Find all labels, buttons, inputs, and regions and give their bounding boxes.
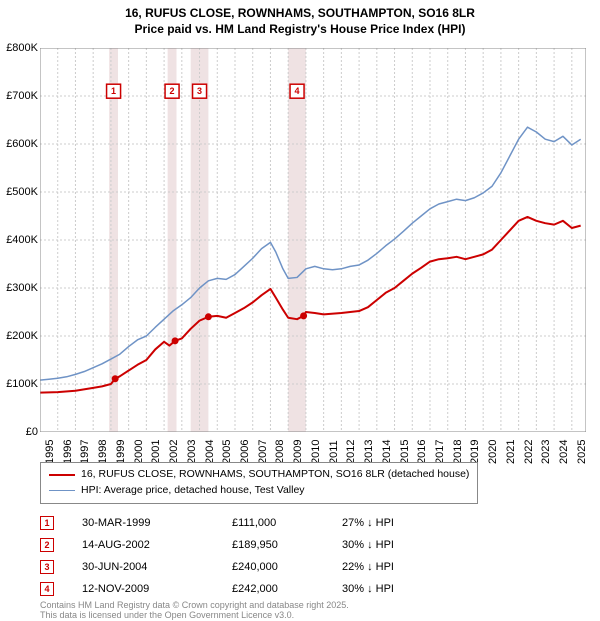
x-tick-label: 2009 — [292, 440, 304, 464]
x-tick-label: 2017 — [434, 440, 446, 464]
sale-delta: 22% ↓ HPI — [342, 561, 442, 573]
x-tick-label: 1997 — [79, 440, 91, 464]
x-tick-label: 2018 — [452, 440, 464, 464]
x-tick-label: 2010 — [310, 440, 322, 464]
x-tick-label: 2019 — [469, 440, 481, 464]
sale-date: 30-MAR-1999 — [82, 517, 232, 529]
chart-title-block: 16, RUFUS CLOSE, ROWNHAMS, SOUTHAMPTON, … — [0, 0, 600, 37]
x-tick-label: 2012 — [345, 440, 357, 464]
sale-date: 14-AUG-2002 — [82, 539, 232, 551]
x-tick-label: 2001 — [150, 440, 162, 464]
x-tick-label: 1995 — [44, 440, 56, 464]
x-tick-label: 2023 — [540, 440, 552, 464]
y-tick-label: £0 — [2, 426, 38, 438]
y-tick-label: £100K — [2, 378, 38, 390]
attribution: Contains HM Land Registry data © Crown c… — [40, 600, 349, 621]
x-tick-label: 2016 — [416, 440, 428, 464]
sale-row: 4 12-NOV-2009£242,00030% ↓ HPI — [40, 578, 442, 600]
x-tick-label: 1996 — [62, 440, 74, 464]
sale-marker: 2 — [40, 538, 54, 552]
x-tick-label: 2020 — [487, 440, 499, 464]
sales-table: 1 30-MAR-1999£111,00027% ↓ HPI 2 14-AUG-200… — [40, 512, 442, 600]
x-tick-label: 2015 — [399, 440, 411, 464]
x-tick-label: 2013 — [363, 440, 375, 464]
legend-swatch — [49, 474, 75, 476]
x-tick-label: 2011 — [328, 440, 340, 464]
x-tick-label: 2014 — [381, 440, 393, 464]
y-tick-label: £200K — [2, 330, 38, 342]
legend-label: 16, RUFUS CLOSE, ROWNHAMS, SOUTHAMPTON, … — [81, 467, 469, 483]
title-line2: Price paid vs. HM Land Registry's House … — [0, 22, 600, 38]
x-tick-label: 2004 — [204, 440, 216, 464]
sale-row: 2 14-AUG-2002£189,95030% ↓ HPI — [40, 534, 442, 556]
sale-date: 12-NOV-2009 — [82, 583, 232, 595]
sale-price: £189,950 — [232, 539, 342, 551]
svg-text:1: 1 — [111, 86, 116, 96]
x-tick-label: 2003 — [186, 440, 198, 464]
x-tick-label: 1999 — [115, 440, 127, 464]
chart-area: 1 2 3 4 — [40, 48, 586, 432]
x-tick-label: 2025 — [576, 440, 588, 464]
x-tick-label: 2006 — [239, 440, 251, 464]
y-tick-label: £800K — [2, 42, 38, 54]
x-tick-label: 2007 — [257, 440, 269, 464]
sale-delta: 30% ↓ HPI — [342, 539, 442, 551]
x-tick-label: 2002 — [168, 440, 180, 464]
attribution-line2: This data is licensed under the Open Gov… — [40, 610, 349, 620]
sale-delta: 30% ↓ HPI — [342, 583, 442, 595]
y-tick-label: £500K — [2, 186, 38, 198]
x-tick-label: 2000 — [133, 440, 145, 464]
chart-svg: 1 2 3 4 — [40, 48, 586, 432]
sale-row: 3 30-JUN-2004£240,00022% ↓ HPI — [40, 556, 442, 578]
svg-text:4: 4 — [295, 86, 300, 96]
x-tick-label: 2005 — [221, 440, 233, 464]
y-tick-label: £700K — [2, 90, 38, 102]
x-tick-label: 1998 — [97, 440, 109, 464]
sale-price: £111,000 — [232, 517, 342, 529]
attribution-line1: Contains HM Land Registry data © Crown c… — [40, 600, 349, 610]
sale-price: £242,000 — [232, 583, 342, 595]
sale-row: 1 30-MAR-1999£111,00027% ↓ HPI — [40, 512, 442, 534]
x-tick-label: 2024 — [558, 440, 570, 464]
y-tick-label: £600K — [2, 138, 38, 150]
legend-swatch — [49, 490, 75, 491]
y-tick-label: £400K — [2, 234, 38, 246]
x-tick-label: 2022 — [523, 440, 535, 464]
sale-date: 30-JUN-2004 — [82, 561, 232, 573]
sale-marker: 1 — [40, 516, 54, 530]
legend-item: 16, RUFUS CLOSE, ROWNHAMS, SOUTHAMPTON, … — [49, 467, 469, 483]
legend: 16, RUFUS CLOSE, ROWNHAMS, SOUTHAMPTON, … — [40, 462, 478, 504]
x-tick-label: 2008 — [274, 440, 286, 464]
sale-delta: 27% ↓ HPI — [342, 517, 442, 529]
svg-text:3: 3 — [197, 86, 202, 96]
sale-marker: 4 — [40, 582, 54, 596]
sale-marker: 3 — [40, 560, 54, 574]
x-tick-label: 2021 — [505, 440, 517, 464]
svg-text:2: 2 — [170, 86, 175, 96]
y-tick-label: £300K — [2, 282, 38, 294]
title-line1: 16, RUFUS CLOSE, ROWNHAMS, SOUTHAMPTON, … — [0, 6, 600, 22]
sale-price: £240,000 — [232, 561, 342, 573]
legend-label: HPI: Average price, detached house, Test… — [81, 483, 305, 499]
legend-item: HPI: Average price, detached house, Test… — [49, 483, 469, 499]
